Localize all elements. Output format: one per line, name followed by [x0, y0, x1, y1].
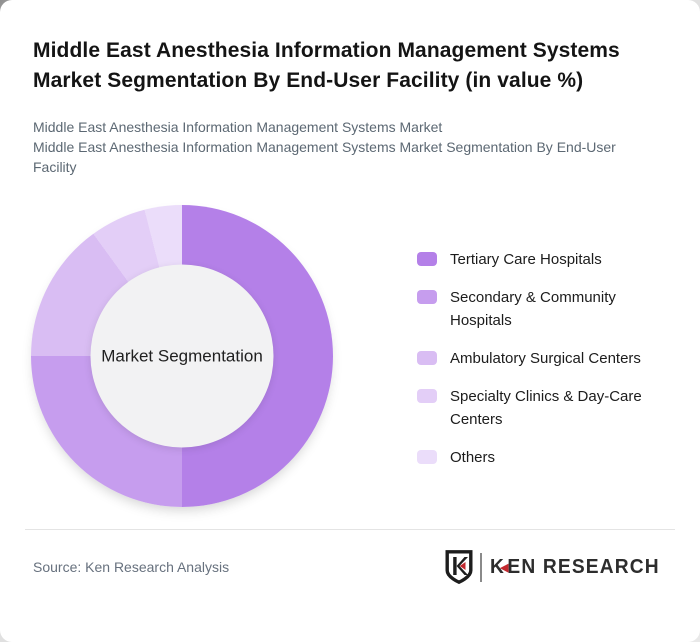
wordmark-k: K	[490, 555, 506, 578]
legend-label: Secondary & Community Hospitals	[450, 289, 616, 329]
donut-chart-container: Market Segmentation	[31, 205, 333, 507]
page-title: Middle East Anesthesia Information Manag…	[33, 39, 620, 92]
footer-divider	[25, 529, 675, 530]
donut-center-label: Market Segmentation	[101, 346, 263, 365]
chart-area: Market Segmentation Tertiary Care Hospit…	[31, 205, 667, 507]
legend-item-tertiary: Tertiary Care Hospitals	[417, 248, 657, 271]
legend-swatch	[417, 450, 437, 464]
legend-label: Specialty Clinics & Day-Care Centers	[450, 388, 642, 428]
legend-item-ambulatory: Ambulatory Surgical Centers	[417, 347, 657, 370]
legend-label: Tertiary Care Hospitals	[450, 251, 602, 268]
shield-k-icon	[445, 550, 473, 584]
source-text: Source: Ken Research Analysis	[33, 559, 230, 575]
footer: Source: Ken Research Analysis K◀EN RESEA…	[33, 530, 667, 584]
subtitle-market: Middle East Anesthesia Information Manag…	[33, 119, 443, 135]
logo-wordmark: K◀EN RESEARCH	[490, 556, 660, 579]
legend-item-specialty: Specialty Clinics & Day-Care Centers	[417, 385, 657, 431]
legend-swatch	[417, 389, 437, 403]
subtitle-block: Middle East Anesthesia Information Manag…	[33, 117, 655, 177]
legend-item-secondary: Secondary & Community Hospitals	[417, 286, 657, 332]
legend-swatch	[417, 290, 437, 304]
legend-swatch	[417, 351, 437, 365]
legend-swatch	[417, 252, 437, 266]
ken-research-logo: K◀EN RESEARCH	[445, 550, 667, 584]
logo-divider	[480, 552, 483, 582]
red-triangle-icon: ◀	[500, 561, 509, 574]
wordmark-rest: EN RESEARCH	[507, 555, 660, 578]
subtitle-segmentation: Middle East Anesthesia Information Manag…	[33, 139, 616, 175]
donut-hole: Market Segmentation	[90, 264, 274, 448]
chart-legend: Tertiary Care Hospitals Secondary & Comm…	[417, 248, 657, 507]
legend-item-others: Others	[417, 446, 657, 469]
legend-label: Others	[450, 449, 496, 466]
legend-label: Ambulatory Surgical Centers	[450, 350, 641, 367]
